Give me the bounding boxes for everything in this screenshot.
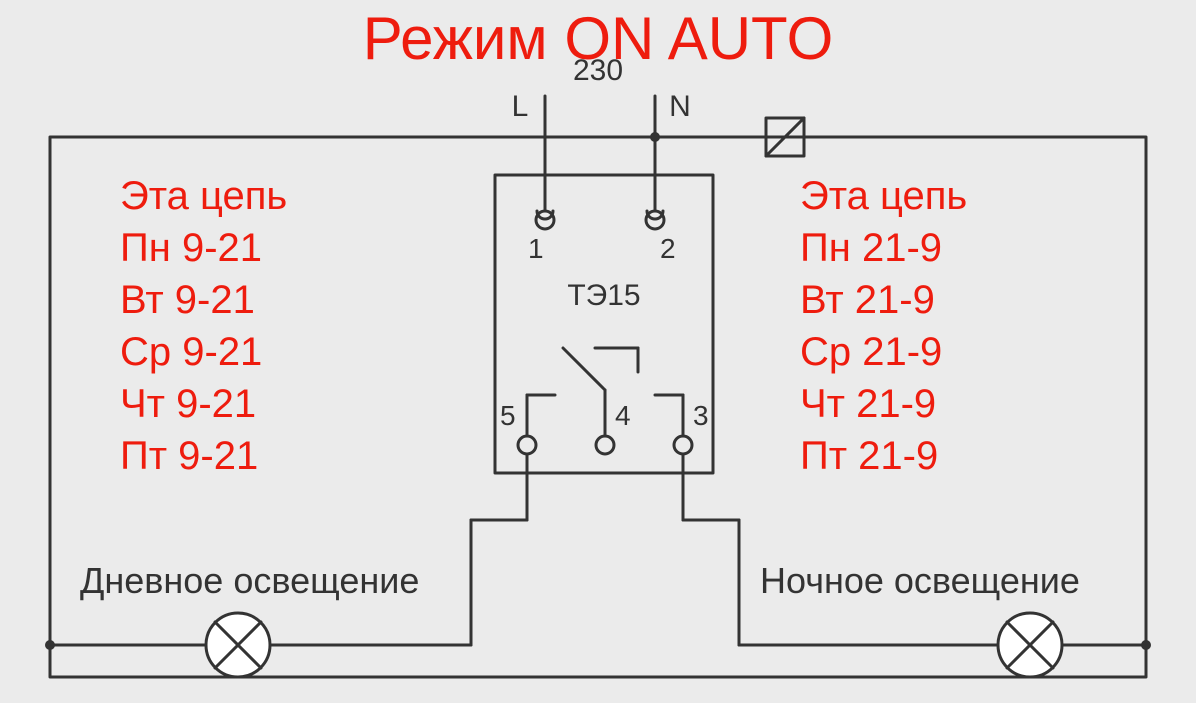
right-schedule-block: Эта цепь Пн 21-9 Вт 21-9 Ср 21-9 Чт 21-9… [800,170,967,482]
left-schedule-line-0: Пн 9-21 [120,222,287,274]
terminal-4-label: 4 [615,400,631,431]
right-schedule-line-2: Ср 21-9 [800,326,967,378]
right-schedule-line-1: Вт 21-9 [800,274,967,326]
wire-l-label: L [512,90,529,123]
right-schedule-line-0: Пн 21-9 [800,222,967,274]
left-circuit-label: Дневное освещение [80,560,419,602]
left-schedule-line-3: Чт 9-21 [120,378,287,430]
diagram-stage: Режим ON AUTO [0,0,1196,703]
terminal-1-label: 1 [528,233,544,264]
lamp-left-symbol [206,613,270,677]
left-schedule-header: Эта цепь [120,170,287,222]
right-schedule-line-3: Чт 21-9 [800,378,967,430]
right-circuit-label: Ночное освещение [760,560,1080,602]
left-schedule-line-4: Пт 9-21 [120,430,287,482]
lamp-right-symbol [998,613,1062,677]
wire-n-label: N [669,90,691,123]
right-schedule-line-4: Пт 21-9 [800,430,967,482]
left-schedule-line-2: Ср 9-21 [120,326,287,378]
voltage-label: 230 [573,54,623,87]
left-schedule-block: Эта цепь Пн 9-21 Вт 9-21 Ср 9-21 Чт 9-21… [120,170,287,482]
terminal-3-label: 3 [693,400,709,431]
right-schedule-header: Эта цепь [800,170,967,222]
left-schedule-line-1: Вт 9-21 [120,274,287,326]
terminal-2-label: 2 [660,233,676,264]
relay-model-label: ТЭ15 [567,279,640,312]
terminal-5-label: 5 [500,400,516,431]
